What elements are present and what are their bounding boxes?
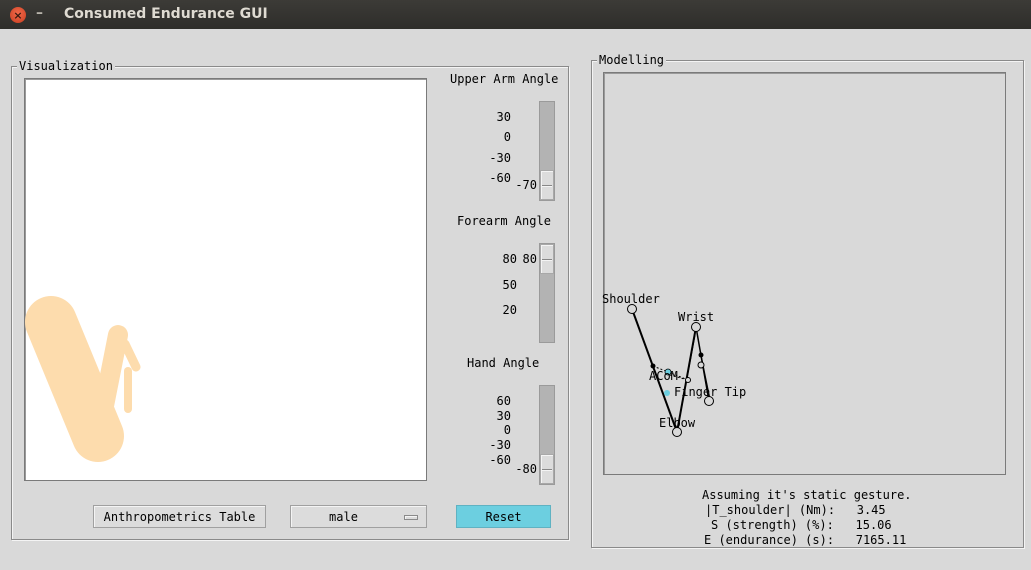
dropdown-indicator-icon bbox=[404, 515, 418, 520]
hand-value: -80 bbox=[515, 462, 537, 476]
finger-tip-label: Finger Tip bbox=[674, 385, 747, 399]
upper-arm-tick: 30 bbox=[496, 110, 511, 124]
hand-slider-handle[interactable] bbox=[540, 454, 554, 484]
forearm-tick: 50 bbox=[502, 278, 517, 292]
reset-button-label: Reset bbox=[485, 509, 522, 524]
endurance-readout: E (endurance) (s): 7165.11 bbox=[704, 533, 907, 547]
forearm-value: 80 bbox=[522, 252, 537, 266]
modelling-group: Modelling bbox=[591, 53, 1024, 548]
hand-com-point bbox=[697, 361, 705, 369]
com-connector bbox=[669, 374, 689, 381]
title-bar: × – Consumed Endurance GUI bbox=[0, 0, 1031, 29]
forearm-com-point bbox=[698, 352, 704, 358]
modelling-label: Modelling bbox=[597, 53, 667, 67]
shoulder-joint bbox=[627, 304, 637, 314]
close-icon[interactable]: × bbox=[10, 7, 26, 23]
anthropometrics-table-button[interactable]: Anthropometrics Table bbox=[93, 505, 266, 528]
forearm-segment-inner bbox=[676, 334, 696, 433]
hand-slider[interactable] bbox=[539, 385, 555, 485]
wrist-label: Wrist bbox=[678, 310, 715, 324]
upper-arm-com-point bbox=[650, 363, 656, 369]
elbow-joint bbox=[672, 427, 682, 437]
visualization-label: Visualization bbox=[17, 59, 115, 73]
forearm-angle-title: Forearm Angle bbox=[457, 214, 551, 228]
upper-arm-tick: -60 bbox=[489, 171, 511, 185]
forearm-slider[interactable] bbox=[539, 243, 555, 343]
upper-arm-angle-title: Upper Arm Angle bbox=[450, 72, 559, 86]
acom-label: ACoM bbox=[649, 369, 678, 383]
forearm-tick: 80 bbox=[502, 252, 517, 266]
forearm-slider-handle[interactable] bbox=[540, 244, 554, 274]
arm-drawing bbox=[25, 296, 141, 462]
finger-tip-joint bbox=[704, 396, 714, 406]
window-title: Consumed Endurance GUI bbox=[64, 6, 268, 22]
strength-readout: S (strength) (%): 15.06 bbox=[711, 518, 892, 532]
upper-arm-slider[interactable] bbox=[539, 101, 555, 201]
hand-tick: -60 bbox=[489, 453, 511, 467]
hand-tick: -30 bbox=[489, 438, 511, 452]
upper-arm-value: -70 bbox=[515, 178, 537, 192]
upper-arm-slider-handle[interactable] bbox=[540, 170, 554, 200]
reset-button[interactable]: Reset bbox=[456, 505, 551, 528]
forearm-shape bbox=[88, 325, 128, 446]
modelling-canvas: Shoulder Wrist Finger Tip Elbow ACoM bbox=[602, 72, 1006, 475]
torque-readout: |T_shoulder| (Nm): 3.45 bbox=[705, 503, 886, 517]
upper-arm-segment bbox=[631, 308, 678, 433]
gender-dropdown-value: male bbox=[329, 509, 358, 524]
acom-point bbox=[664, 368, 672, 376]
hand-angle-title: Hand Angle bbox=[467, 356, 540, 370]
hand-tick: 60 bbox=[496, 394, 511, 408]
acom-marker bbox=[664, 390, 670, 396]
hand-tick: 30 bbox=[496, 409, 511, 423]
minimize-icon[interactable]: – bbox=[36, 5, 43, 21]
static-gesture-note: Assuming it's static gesture. bbox=[702, 488, 912, 502]
upper-arm-shape bbox=[25, 296, 124, 462]
gender-dropdown[interactable]: male bbox=[290, 505, 427, 528]
upper-arm-tick: -30 bbox=[489, 151, 511, 165]
hand-tick: 0 bbox=[503, 423, 511, 437]
model-drawing bbox=[627, 304, 714, 437]
forearm-tick: 20 bbox=[502, 303, 517, 317]
com-point bbox=[685, 377, 691, 383]
shoulder-label: Shoulder bbox=[602, 292, 660, 306]
elbow-label: Elbow bbox=[659, 416, 696, 430]
visualization-group: Visualization bbox=[11, 59, 569, 540]
visualization-canvas bbox=[24, 78, 427, 481]
hand-shape bbox=[120, 339, 141, 372]
upper-arm-tick: 0 bbox=[503, 130, 511, 144]
anthropometrics-table-label: Anthropometrics Table bbox=[103, 509, 256, 524]
wrist-joint bbox=[691, 322, 701, 332]
